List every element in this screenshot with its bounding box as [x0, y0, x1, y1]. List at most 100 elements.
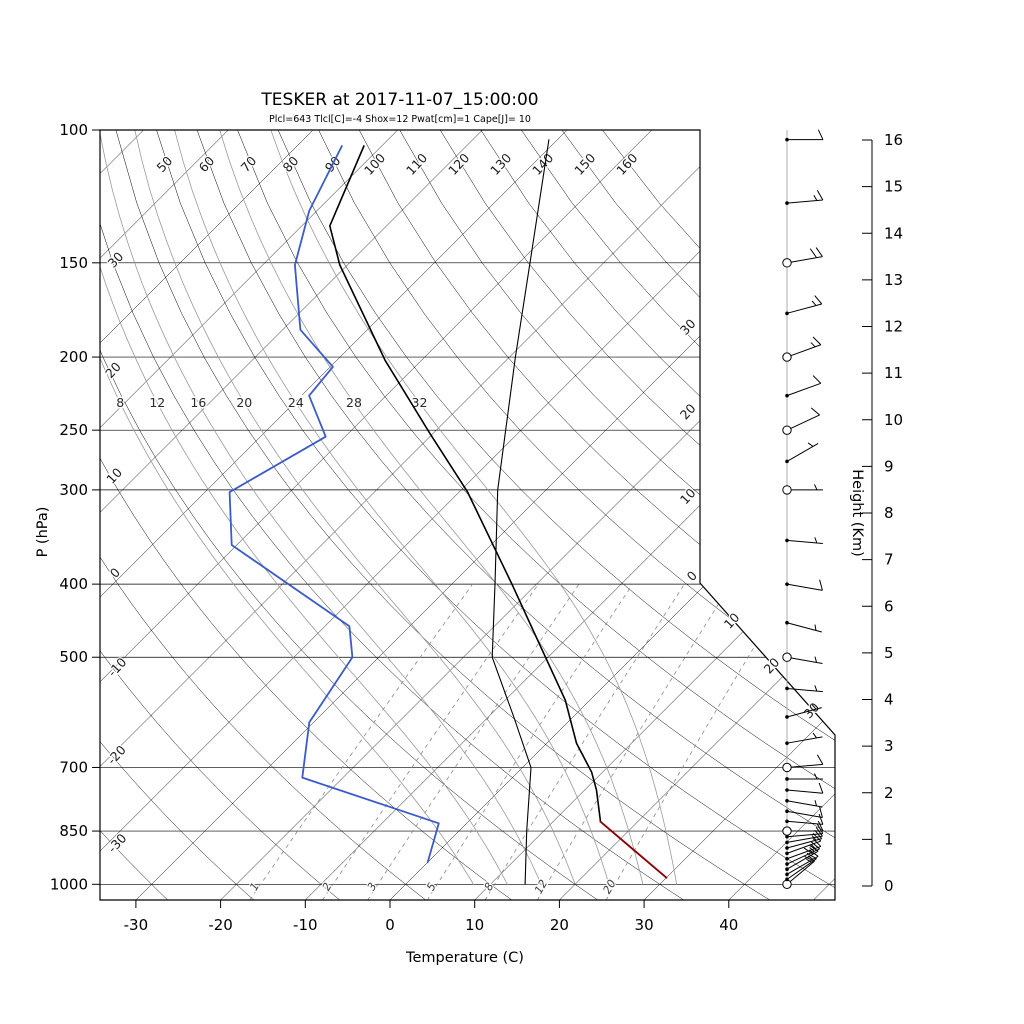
grid-line-label: 20 [677, 401, 699, 423]
plot-border [99, 129, 836, 901]
wind-barb [786, 442, 819, 462]
station-dot [785, 620, 789, 625]
height-tick-label: 12 [884, 318, 903, 336]
station-dot [785, 872, 789, 877]
pressure-gridlines [100, 130, 835, 885]
station-dot [785, 840, 789, 845]
station-dot [785, 741, 789, 745]
wind-barb [787, 484, 823, 491]
wind-barb [786, 754, 824, 768]
temperature-tick-label: 0 [385, 916, 395, 934]
grid-line-label: 28 [346, 395, 362, 410]
height-tick-label: 6 [884, 597, 894, 615]
pressure-tick-label: 500 [59, 648, 88, 666]
wind-barb [786, 336, 822, 358]
grid-line-label: 20 [236, 395, 252, 410]
station-dot [785, 311, 789, 316]
grid-line-label: 2 [320, 881, 335, 894]
station-circle [782, 425, 792, 435]
plot-grid [100, 130, 835, 900]
wind-barb [786, 656, 823, 664]
grid-line-label: 100 [361, 150, 388, 178]
height-tick-label: 14 [884, 224, 903, 242]
wind-barb [787, 773, 823, 780]
temperature-tick-label: -30 [124, 916, 149, 934]
grid-line-label: 24 [288, 395, 304, 410]
station-dot [785, 809, 789, 814]
height-tick-label: 16 [884, 131, 903, 149]
station-dot [785, 777, 789, 781]
grid-line-label: 16 [190, 395, 206, 410]
grid-line-label: 10 [103, 465, 125, 487]
grid-line-label: 30 [677, 316, 699, 338]
station-dot [785, 201, 789, 205]
station-circle [782, 826, 792, 836]
grid-line-label: 80 [280, 153, 302, 175]
grid-line-label: -10 [105, 654, 130, 679]
temperature-tick-label: 40 [719, 916, 738, 934]
grid-line-label: -30 [105, 830, 130, 855]
plot-frame [99, 129, 836, 901]
height-tick-label: 15 [884, 178, 903, 196]
parcel-curve [491, 139, 550, 885]
station-dot [785, 137, 789, 142]
pressure-axis-label: P (hPa) [35, 507, 51, 558]
grid-line-label: 5 [424, 881, 439, 894]
grid-line-label: 30 [105, 249, 127, 271]
grid-line-label: 110 [403, 150, 430, 178]
wind-barb [786, 537, 823, 545]
wind-barb [786, 407, 820, 431]
wind-barb [786, 806, 823, 818]
station-dot [785, 856, 789, 861]
grid-line-label: -20 [104, 742, 129, 767]
height-tick-label: 3 [884, 737, 894, 755]
height-tick-label: 5 [884, 644, 894, 662]
dewpoint-curve [228, 145, 440, 864]
wind-barb [786, 622, 822, 633]
sounding-curves [228, 139, 668, 885]
pressure-tick-label: 1000 [50, 875, 88, 893]
temperature-curve [328, 145, 602, 823]
grid-line-label: 0 [107, 565, 123, 581]
station-dot [785, 867, 789, 872]
wind-barb [786, 826, 823, 843]
station-circle [782, 485, 792, 495]
grid-line-label: 3 [365, 881, 380, 894]
wind-barb [786, 800, 823, 808]
height-tick-label: 8 [884, 504, 894, 522]
grid-line-label: 140 [529, 150, 556, 178]
wind-barb [786, 704, 822, 718]
grid-line-label: 10 [721, 610, 743, 632]
station-dot [785, 715, 789, 719]
height-tick-label: 13 [884, 271, 903, 289]
grid-line-label: 8 [482, 881, 497, 894]
station-dot [785, 538, 789, 543]
pressure-tick-label: 300 [59, 481, 88, 499]
wind-barb [786, 732, 823, 744]
wind-barb [786, 579, 823, 591]
grid-line-label: 8 [116, 395, 124, 410]
height-tick-label: 11 [884, 364, 903, 382]
temperature-tick-label: -10 [293, 916, 318, 934]
wind-barb [786, 856, 815, 885]
grid-line-label: 60 [196, 153, 218, 175]
station-dot [785, 393, 789, 398]
grid-line-label: 32 [412, 395, 428, 410]
grid-labels: 50 60 70 80 90 100 110 120 130 140 150 1603020100-1… [101, 149, 824, 897]
temperature-tick-label: 30 [635, 916, 654, 934]
temperature-tick-label: 10 [465, 916, 484, 934]
station-dot [785, 686, 789, 691]
station-dot [785, 851, 789, 856]
grid-line-label: 12 [532, 877, 550, 896]
wind-barb [786, 782, 824, 794]
grid-line-label: 10 [677, 485, 699, 507]
height-tick-label: 7 [884, 551, 894, 569]
station-dot [785, 582, 789, 586]
grid-mixing-ratio-lines [249, 583, 793, 900]
grid-line-label: 20 [601, 877, 619, 896]
station-dot [785, 877, 789, 882]
grid-line-label: 1 [247, 881, 262, 894]
